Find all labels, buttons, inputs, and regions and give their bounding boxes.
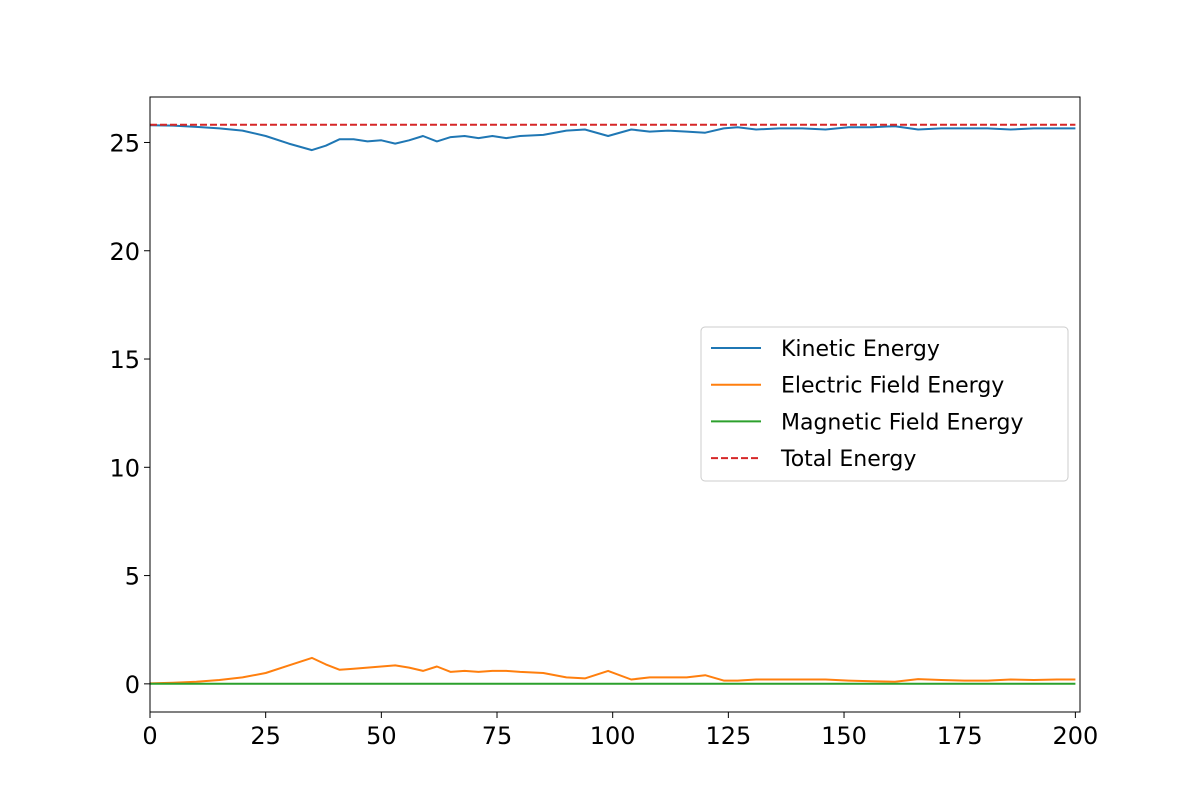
x-tick-label: 25 xyxy=(250,722,281,750)
legend-label: Electric Field Energy xyxy=(781,374,1004,399)
legend-label: Total Energy xyxy=(780,447,916,472)
plot-frame xyxy=(149,96,1081,713)
legend-label: Kinetic Energy xyxy=(781,337,940,362)
x-tick-label: 75 xyxy=(482,722,513,750)
series-line-kinetic-energy xyxy=(149,124,1076,152)
y-tick-label: 0 xyxy=(125,671,140,699)
y-tick-label: 5 xyxy=(125,563,140,591)
y-tick-label: 15 xyxy=(109,346,140,374)
legend-box xyxy=(700,326,1069,482)
x-tick-label: 125 xyxy=(705,722,751,750)
y-axis: 0 5 10 15 20 25 xyxy=(109,129,150,699)
series-layer xyxy=(149,123,1076,685)
x-tick-label: 175 xyxy=(937,722,983,750)
x-tick-label: 200 xyxy=(1052,722,1098,750)
x-tick-label: 100 xyxy=(590,722,636,750)
x-tick-label: 50 xyxy=(366,722,397,750)
y-tick-label: 20 xyxy=(109,238,140,266)
legend-label: Magnetic Field Energy xyxy=(781,410,1024,435)
y-tick-label: 25 xyxy=(109,129,140,157)
x-tick-label: 0 xyxy=(142,722,157,750)
legend: Kinetic Energy Electric Field Energy Magne… xyxy=(700,326,1069,482)
x-tick-label: 150 xyxy=(821,722,867,750)
y-tick-label: 10 xyxy=(109,454,140,482)
series-line-electric-field-energy xyxy=(149,656,1076,685)
x-axis: 0 25 50 75 100 125 150 175 200 xyxy=(142,712,1098,750)
